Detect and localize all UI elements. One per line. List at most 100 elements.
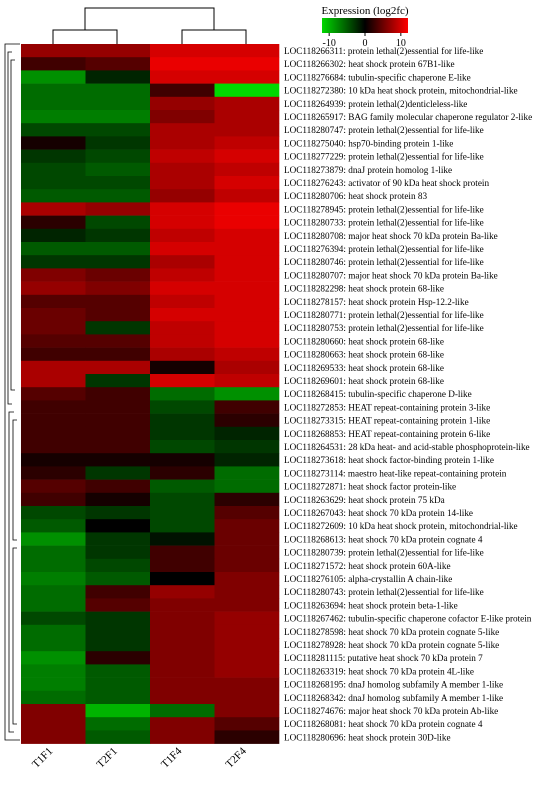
heatmap-cell xyxy=(214,136,280,150)
heatmap-cell xyxy=(85,413,151,428)
heatmap-cell xyxy=(85,730,151,744)
row-label: LOC118280660: heat shock protein 68-like xyxy=(284,336,444,346)
heatmap-cell xyxy=(85,664,151,678)
row-label: LOC118267462: tubulin-specific chaperone… xyxy=(284,614,532,624)
heatmap-cell xyxy=(21,334,86,348)
heatmap-cell xyxy=(21,558,86,573)
heatmap-cell xyxy=(214,730,280,744)
heatmap-cell xyxy=(85,598,151,612)
heatmap-cell xyxy=(214,413,280,428)
row-dendrogram xyxy=(4,43,20,741)
heatmap-cell xyxy=(21,123,86,137)
heatmap-cell xyxy=(21,572,86,586)
heatmap-cell xyxy=(150,374,215,388)
heatmap-cell xyxy=(21,598,86,612)
row-label: LOC118268195: dnaJ homolog subfamily A m… xyxy=(284,680,503,690)
row-label: LOC118273618: heat shock factor-binding … xyxy=(284,455,494,465)
heatmap-cell xyxy=(21,690,86,705)
heatmap-cell xyxy=(21,268,86,282)
heatmap-cell xyxy=(214,255,280,269)
heatmap-cell xyxy=(150,215,215,230)
heatmap-cell xyxy=(214,70,280,84)
heatmap-cell xyxy=(21,400,86,414)
heatmap-cell xyxy=(85,149,151,164)
heatmap-cell xyxy=(85,57,151,71)
heatmap-cell xyxy=(214,294,280,309)
heatmap-cell xyxy=(21,717,86,731)
heatmap-cell xyxy=(214,479,280,494)
row-label: LOC118269601: heat shock protein 68-like xyxy=(284,376,444,386)
heatmap-cell xyxy=(85,255,151,269)
heatmap-cell xyxy=(214,268,280,282)
row-label: LOC118268613: heat shock 70 kDa protein … xyxy=(284,534,483,544)
heatmap-cell xyxy=(214,572,280,586)
heatmap-cell xyxy=(150,57,215,71)
heatmap-cell xyxy=(85,360,151,375)
heatmap-cell xyxy=(21,70,86,84)
heatmap-cell xyxy=(214,215,280,230)
row-label: LOC118276243: activator of 90 kDa heat s… xyxy=(284,178,489,188)
row-label: LOC118272853: HEAT repeat-containing pro… xyxy=(284,402,490,412)
row-label: LOC118268081: heat shock 70 kDa protein … xyxy=(284,719,483,729)
heatmap-cell xyxy=(150,176,215,190)
heatmap-cell xyxy=(214,189,280,203)
heatmap-cell xyxy=(150,506,215,520)
heatmap-cell xyxy=(21,360,86,375)
heatmap-cell xyxy=(150,281,215,296)
heatmap-cell xyxy=(85,690,151,705)
heatmap-cell xyxy=(150,162,215,177)
column-label: T1F4 xyxy=(159,745,185,771)
heatmap-cell xyxy=(150,123,215,137)
row-label: LOC118280746: protein lethal(2)essential… xyxy=(284,257,484,267)
row-label: LOC118273114: maestro heat-like repeat-c… xyxy=(284,468,507,478)
heatmap-cell xyxy=(150,242,215,256)
heatmap-cell xyxy=(85,585,151,599)
heatmap-cell xyxy=(150,70,215,84)
heatmap-cell xyxy=(214,492,280,507)
heatmap-cell xyxy=(150,360,215,375)
heatmap-cell xyxy=(150,651,215,665)
heatmap-cell xyxy=(85,611,151,626)
heatmap-cell xyxy=(214,176,280,190)
heatmap-cell xyxy=(85,545,151,560)
heatmap-cell xyxy=(214,585,280,599)
heatmap-cell xyxy=(85,83,151,98)
heatmap-cell xyxy=(21,255,86,269)
heatmap-cell xyxy=(150,585,215,599)
column-dendrogram xyxy=(52,7,247,44)
heatmap-cell xyxy=(150,294,215,309)
heatmap-cell xyxy=(85,96,151,111)
heatmap-cell xyxy=(150,189,215,203)
row-label: LOC118280708: major heat shock 70 kDa pr… xyxy=(284,231,498,241)
row-label: LOC118271572: heat shock protein 60A-lik… xyxy=(284,561,451,571)
heatmap-cell xyxy=(21,479,86,494)
heatmap-cell xyxy=(85,294,151,309)
row-label: LOC118273315: HEAT repeat-containing pro… xyxy=(284,416,490,426)
heatmap-cell xyxy=(150,149,215,164)
row-label: LOC118278598: heat shock 70 kDa protein … xyxy=(284,627,499,637)
heatmap-cell xyxy=(150,545,215,560)
heatmap-cell xyxy=(214,321,280,335)
row-label: LOC118280707: major heat shock 70 kDa pr… xyxy=(284,270,498,280)
heatmap-cell xyxy=(150,228,215,243)
heatmap-cell xyxy=(150,400,215,414)
heatmap-cell xyxy=(85,123,151,137)
heatmap-cell xyxy=(21,347,86,362)
column-label: T1F1 xyxy=(30,745,55,770)
heatmap-cell xyxy=(150,136,215,150)
heatmap-cell xyxy=(214,334,280,348)
heatmap-cell xyxy=(214,677,280,692)
heatmap-cell xyxy=(85,136,151,150)
heatmap-cell xyxy=(85,532,151,546)
heatmap-cell xyxy=(150,611,215,626)
heatmap-cell xyxy=(21,506,86,520)
heatmap-cell xyxy=(214,690,280,705)
row-label: LOC118263629: heat shock protein 75 kDa xyxy=(284,495,445,505)
row-label: LOC118264939: protein lethal(2)denticlel… xyxy=(284,99,467,109)
row-label: LOC118277229: protein lethal(2)essential… xyxy=(284,152,484,162)
row-label: LOC118278157: heat shock protein Hsp-12.… xyxy=(284,297,469,307)
heatmap-cell xyxy=(85,189,151,203)
row-label: LOC118272380: 10 kDa heat shock protein,… xyxy=(284,86,518,96)
row-label: LOC118280706: heat shock protein 83 xyxy=(284,191,427,201)
legend-tick-label: 10 xyxy=(396,38,406,49)
